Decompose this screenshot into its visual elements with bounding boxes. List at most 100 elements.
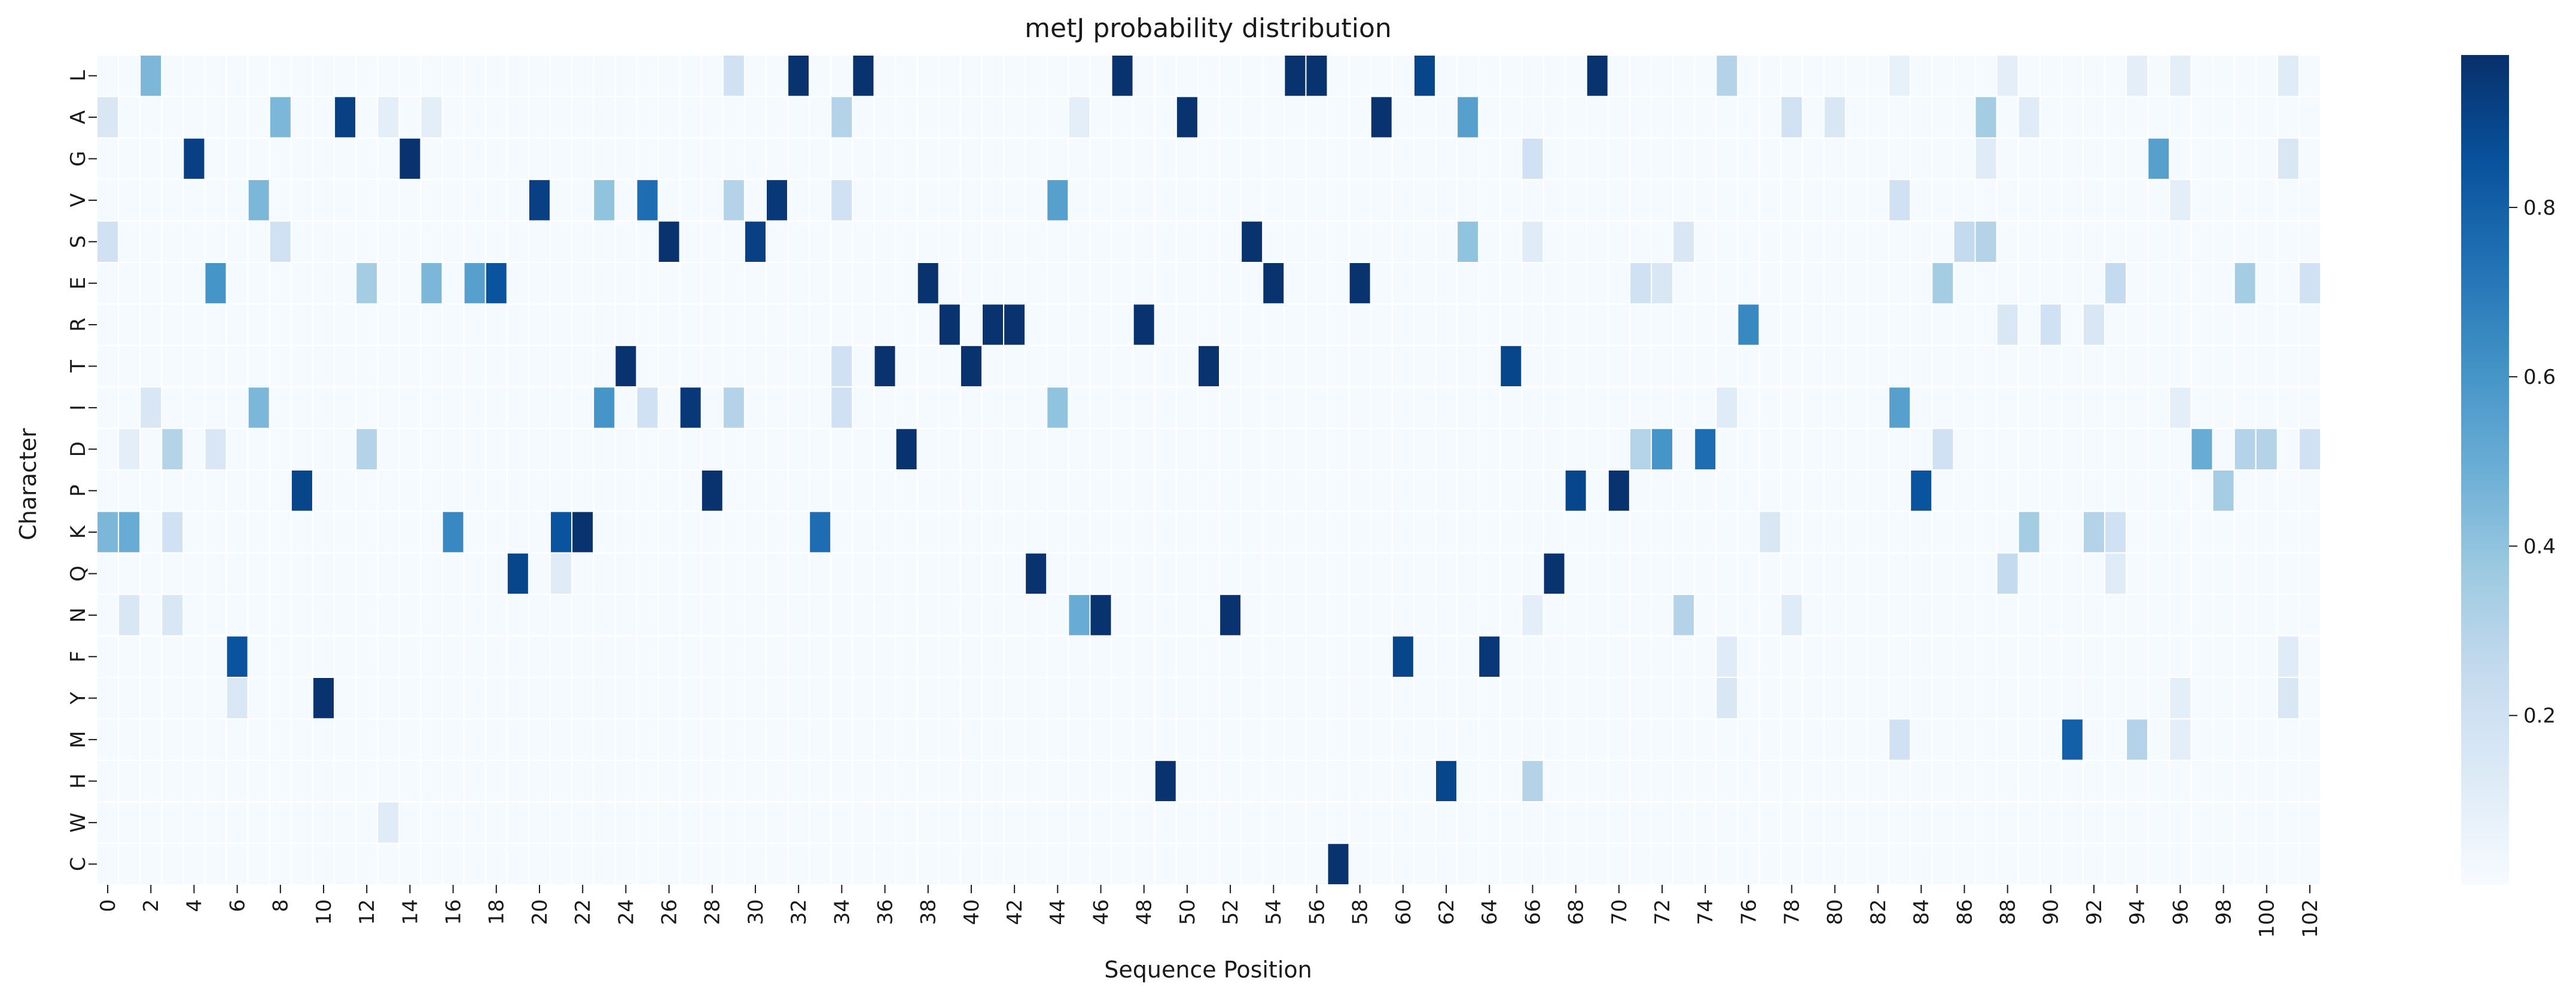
heatmap-cell-L-92 [2082, 54, 2106, 97]
heatmap-cell-Y-50 [1175, 677, 1199, 720]
heatmap-cell-G-92 [2082, 137, 2106, 181]
heatmap-cell-A-69 [1586, 96, 1609, 139]
heatmap-cell-F-4 [182, 635, 206, 678]
heatmap-cell-H-0 [96, 759, 120, 803]
heatmap-cell-L-30 [743, 54, 767, 97]
heatmap-cell-D-71 [1629, 427, 1652, 471]
heatmap-cell-L-26 [657, 54, 681, 97]
heatmap-cell-G-52 [1219, 137, 1242, 181]
heatmap-cell-F-13 [377, 635, 400, 678]
heatmap-cell-S-18 [484, 220, 508, 264]
heatmap-cell-C-97 [2190, 842, 2214, 885]
heatmap-cell-Y-95 [2147, 677, 2170, 720]
x-tick-label-46: 46 [1089, 899, 1113, 925]
heatmap-cell-H-56 [1305, 759, 1328, 803]
heatmap-cell-H-94 [2126, 759, 2149, 803]
heatmap-cell-C-63 [1456, 842, 1480, 885]
heatmap-cell-P-52 [1219, 469, 1242, 512]
heatmap-cell-F-19 [506, 635, 529, 678]
heatmap-cell-Y-63 [1456, 677, 1480, 720]
heatmap-cell-L-34 [830, 54, 853, 97]
heatmap-cell-Q-94 [2126, 552, 2149, 595]
heatmap-cell-W-63 [1456, 801, 1480, 844]
y-tick-label-P: P [66, 484, 90, 497]
heatmap-cell-R-40 [959, 303, 983, 346]
heatmap-cell-L-19 [506, 54, 529, 97]
heatmap-cell-I-65 [1499, 386, 1523, 429]
heatmap-cell-N-1 [118, 594, 141, 637]
heatmap-cell-A-79 [1801, 96, 1825, 139]
heatmap-cell-Q-39 [938, 552, 961, 595]
heatmap-cell-D-70 [1607, 427, 1630, 471]
heatmap-cell-Q-90 [2039, 552, 2062, 595]
heatmap-cell-W-82 [1866, 801, 1890, 844]
heatmap-cell-G-76 [1737, 137, 1760, 181]
heatmap-cell-W-101 [2276, 801, 2300, 844]
heatmap-cell-Q-18 [484, 552, 508, 595]
heatmap-cell-C-88 [1996, 842, 2019, 885]
heatmap-cell-I-84 [1910, 386, 1933, 429]
heatmap-cell-G-14 [398, 137, 422, 181]
heatmap-cell-A-66 [1521, 96, 1544, 139]
heatmap-cell-S-15 [420, 220, 443, 264]
heatmap-cell-W-31 [766, 801, 789, 844]
heatmap-cell-N-5 [204, 594, 227, 637]
heatmap-cell-T-98 [2212, 344, 2235, 388]
heatmap-cell-A-6 [225, 96, 249, 139]
heatmap-cell-E-70 [1607, 262, 1630, 305]
heatmap-cell-G-50 [1175, 137, 1199, 181]
heatmap-cell-A-52 [1219, 96, 1242, 139]
heatmap-cell-H-49 [1154, 759, 1177, 803]
heatmap-cell-T-70 [1607, 344, 1630, 388]
heatmap-cell-P-82 [1866, 469, 1890, 512]
heatmap-cell-V-42 [1003, 179, 1026, 222]
heatmap-cell-G-62 [1435, 137, 1458, 181]
heatmap-cell-I-62 [1435, 386, 1458, 429]
colorbar-tick-label-0.2: 0.2 [2523, 704, 2556, 728]
heatmap-cell-V-84 [1910, 179, 1933, 222]
heatmap-cell-Y-55 [1284, 677, 1307, 720]
heatmap-cell-S-6 [225, 220, 249, 264]
heatmap-cell-K-26 [657, 511, 681, 554]
heatmap-cell-Q-75 [1715, 552, 1739, 595]
heatmap-cell-K-17 [463, 511, 486, 554]
heatmap-cell-F-51 [1197, 635, 1221, 678]
heatmap-cell-Q-35 [852, 552, 875, 595]
heatmap-cell-H-93 [2104, 759, 2127, 803]
heatmap-cell-F-2 [139, 635, 163, 678]
heatmap-cell-R-6 [225, 303, 249, 346]
heatmap-cell-W-71 [1629, 801, 1652, 844]
heatmap-cell-Q-30 [743, 552, 767, 595]
heatmap-cell-M-43 [1025, 718, 1048, 761]
heatmap-cell-Y-18 [484, 677, 508, 720]
heatmap-cell-T-17 [463, 344, 486, 388]
heatmap-cell-H-12 [355, 759, 379, 803]
heatmap-cell-V-93 [2104, 179, 2127, 222]
heatmap-cell-G-102 [2298, 137, 2321, 181]
heatmap-cell-L-2 [139, 54, 163, 97]
heatmap-cell-W-37 [895, 801, 918, 844]
heatmap-cell-F-43 [1025, 635, 1048, 678]
x-tick-label-98: 98 [2212, 899, 2236, 925]
heatmap-cell-L-80 [1823, 54, 1846, 97]
heatmap-cell-Y-29 [722, 677, 745, 720]
heatmap-cell-F-41 [981, 635, 1005, 678]
heatmap-cell-P-93 [2104, 469, 2127, 512]
heatmap-cell-K-68 [1564, 511, 1587, 554]
heatmap-cell-Y-23 [593, 677, 616, 720]
heatmap-cell-R-87 [1974, 303, 1998, 346]
heatmap-cell-N-64 [1478, 594, 1501, 637]
heatmap-cell-I-11 [334, 386, 357, 429]
heatmap-cell-H-89 [2017, 759, 2041, 803]
heatmap-cell-V-0 [96, 179, 120, 222]
heatmap-cell-P-66 [1521, 469, 1544, 512]
heatmap-cell-T-64 [1478, 344, 1501, 388]
heatmap-cell-K-64 [1478, 511, 1501, 554]
heatmap-cell-V-58 [1348, 179, 1371, 222]
heatmap-cell-W-84 [1910, 801, 1933, 844]
x-tick-label-26: 26 [657, 899, 681, 925]
heatmap-cell-Q-52 [1219, 552, 1242, 595]
heatmap-cell-A-0 [96, 96, 120, 139]
heatmap-cell-A-92 [2082, 96, 2106, 139]
heatmap-cell-K-63 [1456, 511, 1480, 554]
